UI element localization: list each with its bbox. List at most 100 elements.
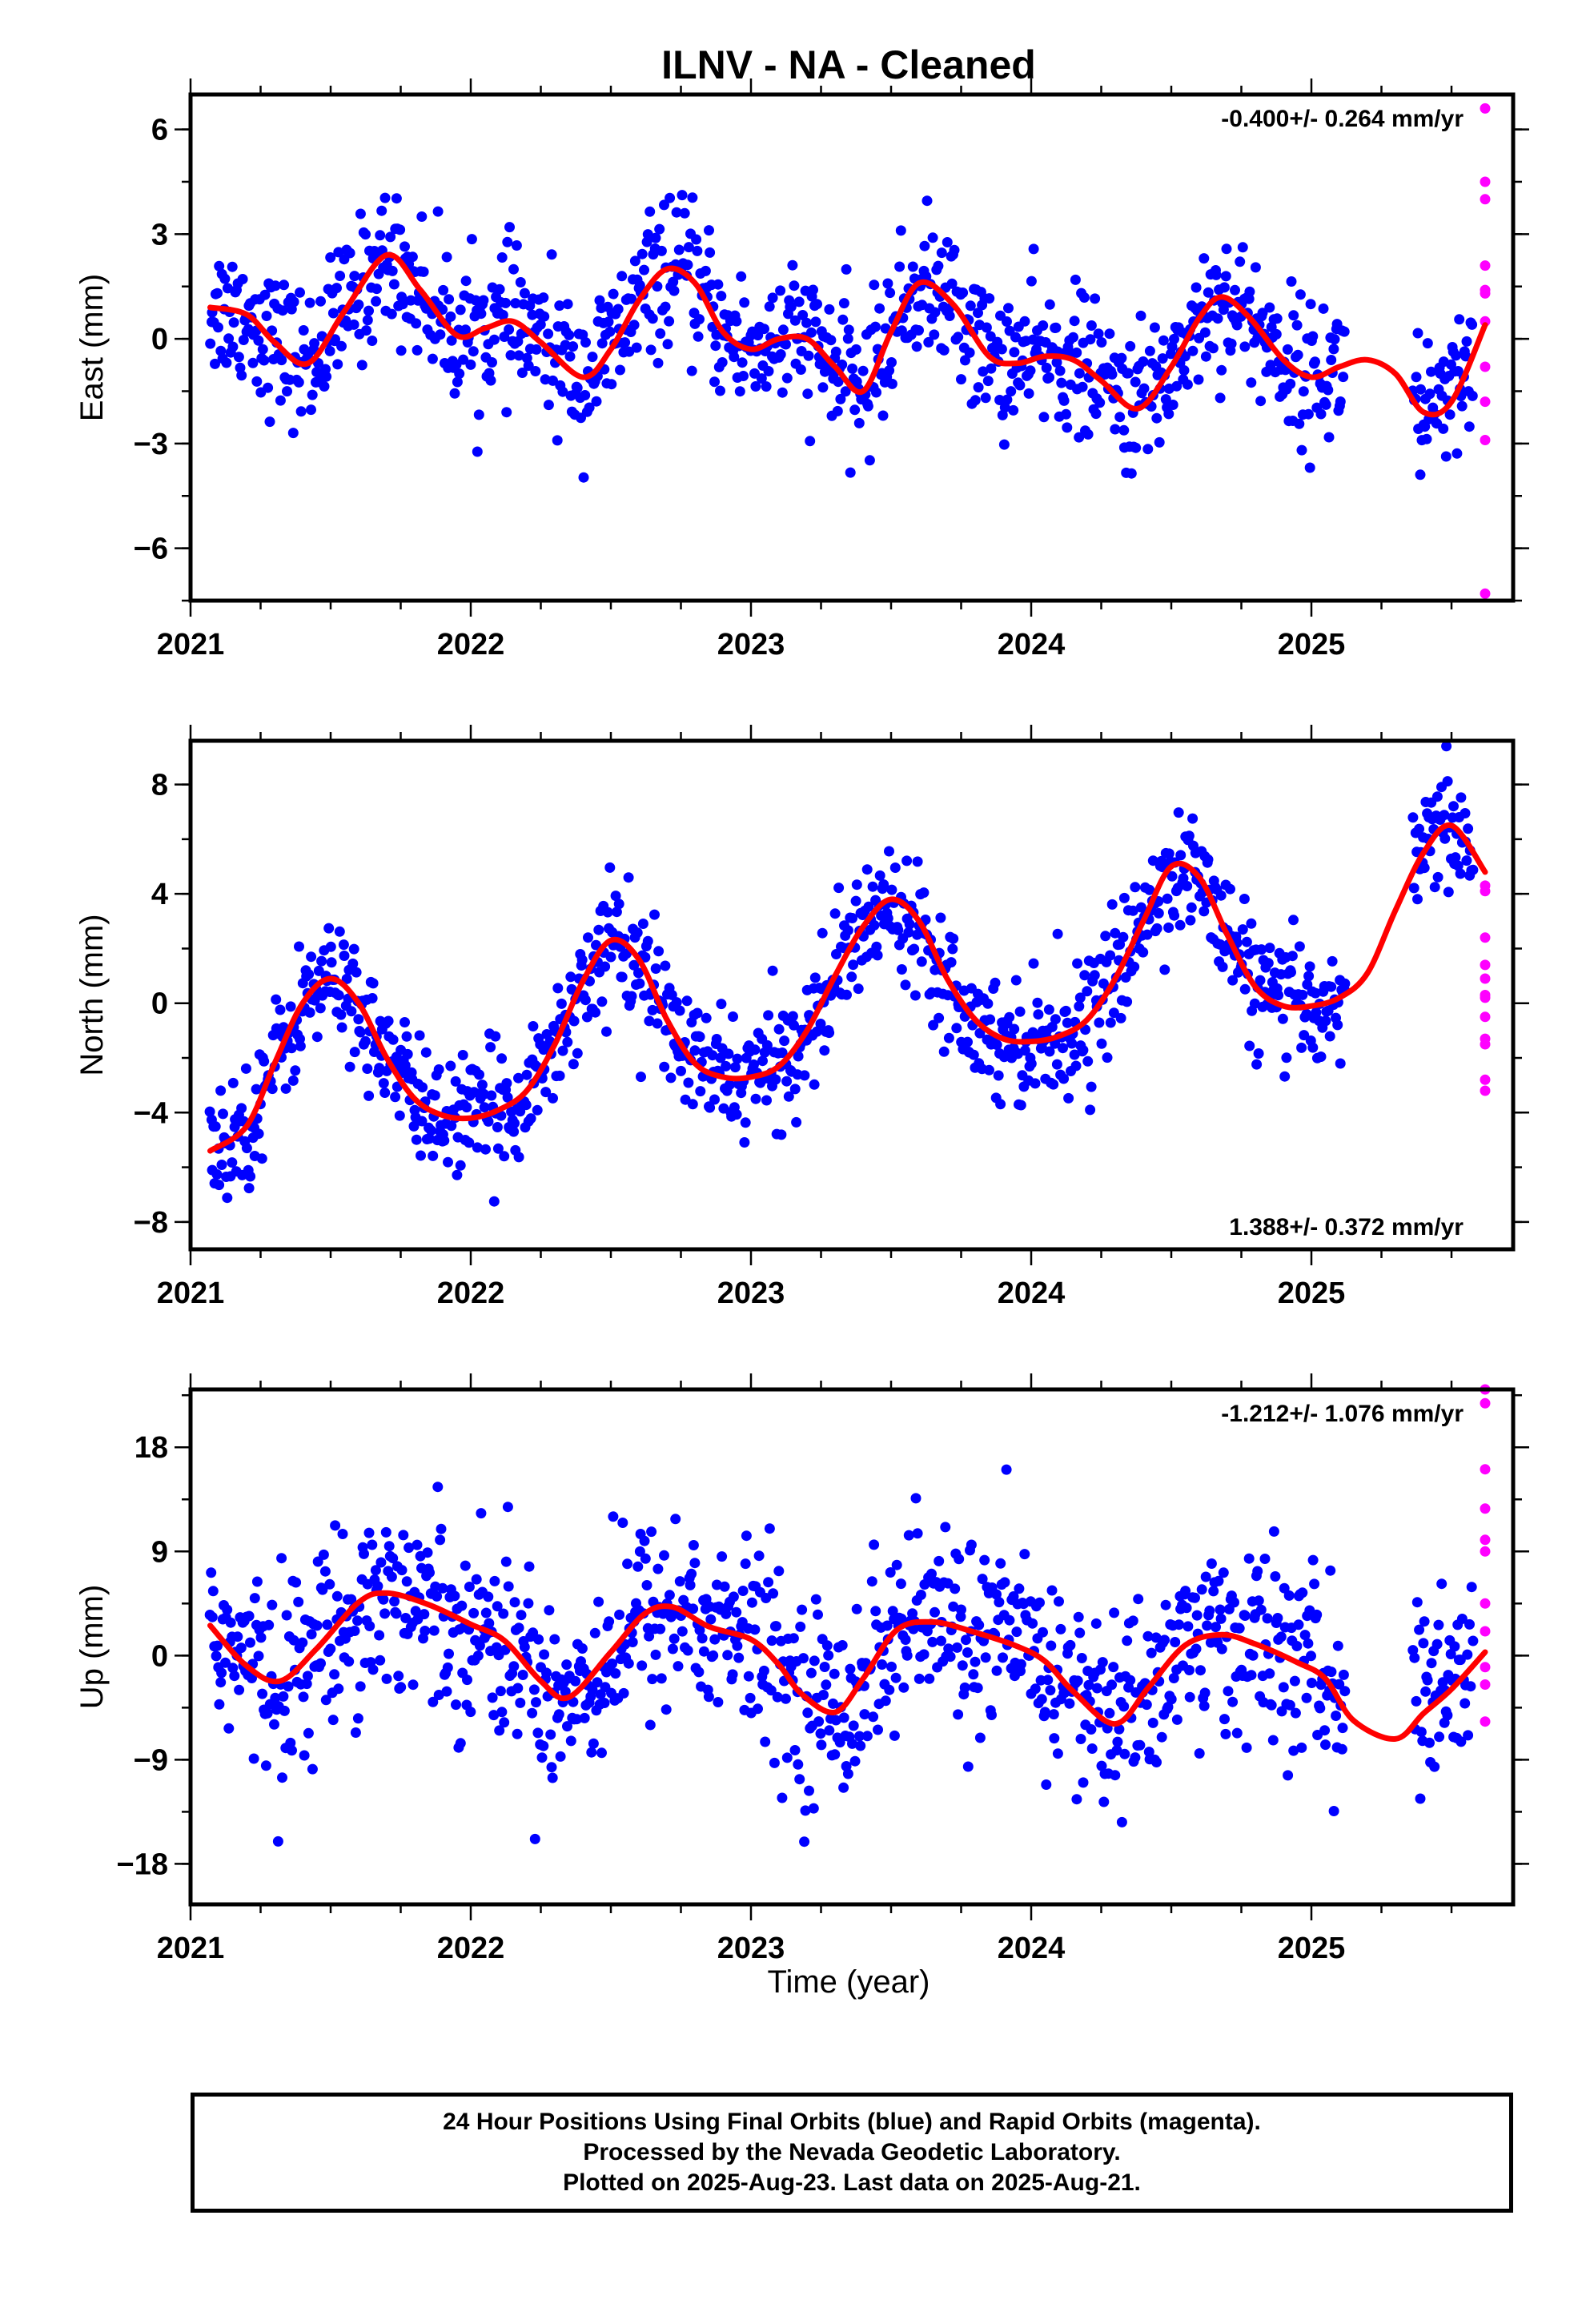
north-final-point <box>1185 915 1196 926</box>
east-final-point <box>692 245 703 256</box>
up-final-point <box>924 1673 935 1684</box>
north-final-point <box>218 1108 228 1120</box>
up-final-point <box>509 1597 520 1608</box>
up-final-point <box>670 1514 681 1525</box>
north-final-point <box>1297 989 1308 1000</box>
up-final-point <box>297 1637 308 1648</box>
north-final-point <box>426 1125 436 1136</box>
up-final-point <box>1284 1699 1295 1711</box>
up-final-point <box>1328 1806 1339 1816</box>
east-final-point <box>264 416 275 428</box>
north-final-point <box>1315 1051 1327 1062</box>
north-final-point <box>946 957 957 968</box>
east-final-point <box>606 379 617 390</box>
east-final-point <box>986 363 997 374</box>
east-final-point <box>1444 409 1456 420</box>
up-final-point <box>813 1716 825 1727</box>
east-final-point <box>1074 368 1085 379</box>
up-final-point <box>372 1581 383 1592</box>
up-final-point <box>1191 1610 1203 1621</box>
up-final-point <box>1072 1675 1083 1687</box>
up-final-point <box>912 1528 923 1539</box>
east-final-point <box>543 328 554 340</box>
up-final-point <box>943 1643 954 1655</box>
up-final-point <box>824 1725 835 1736</box>
north-final-point <box>1070 1060 1082 1072</box>
east-final-point <box>781 339 791 350</box>
north-final-point <box>336 1022 347 1033</box>
up-final-point <box>279 1705 290 1716</box>
east-final-point <box>693 331 704 342</box>
east-rate-label: -0.400+/- 0.264 mm/yr <box>1221 106 1464 132</box>
up-final-point <box>436 1523 447 1534</box>
up-final-point <box>1411 1695 1422 1707</box>
up-final-point <box>743 1671 754 1682</box>
up-final-point <box>763 1577 774 1588</box>
up-final-point <box>1320 1739 1331 1751</box>
up-final-point <box>689 1558 701 1569</box>
up-final-point <box>549 1634 560 1645</box>
east-final-point <box>538 292 549 304</box>
east-final-point <box>578 472 589 483</box>
east-final-point <box>1335 396 1346 407</box>
north-final-point <box>304 1007 315 1018</box>
up-final-point <box>741 1530 752 1542</box>
up-final-point <box>957 1660 968 1671</box>
north-final-point <box>1066 1038 1078 1049</box>
up-final-point <box>1278 1682 1289 1693</box>
north-final-point <box>446 1120 457 1132</box>
up-final-point <box>1290 1707 1301 1719</box>
north-final-point <box>1448 801 1459 812</box>
up-final-point <box>950 1583 961 1594</box>
up-final-point <box>222 1604 233 1615</box>
north-final-point <box>1115 1012 1126 1023</box>
east-final-point <box>802 388 813 400</box>
up-final-point <box>1076 1653 1087 1663</box>
up-final-point <box>1184 1665 1195 1675</box>
east-final-point <box>1282 344 1293 355</box>
up-final-point <box>404 1542 415 1554</box>
north-final-point <box>968 1049 979 1060</box>
north-final-point <box>904 919 915 930</box>
up-final-point <box>587 1684 598 1695</box>
north-final-point <box>1082 1055 1094 1067</box>
north-final-point <box>552 983 564 994</box>
north-final-point <box>461 1102 472 1113</box>
up-final-point <box>487 1692 498 1703</box>
up-final-point <box>499 1717 510 1728</box>
up-final-point <box>1127 1615 1138 1626</box>
north-final-point <box>659 1061 670 1072</box>
east-final-point <box>445 311 456 322</box>
north-final-point <box>346 1006 357 1017</box>
north-final-point <box>1294 941 1305 952</box>
up-final-point <box>881 1620 893 1631</box>
up-final-point <box>352 1615 363 1626</box>
east-final-point <box>460 324 471 336</box>
up-final-point <box>422 1547 433 1558</box>
up-final-point <box>798 1653 809 1664</box>
north-final-point <box>256 1153 267 1164</box>
north-final-point <box>508 1126 520 1137</box>
up-final-point <box>664 1590 675 1601</box>
east-final-point <box>801 317 812 328</box>
up-final-point <box>1190 1592 1200 1603</box>
up-final-point <box>586 1747 597 1758</box>
up-final-point <box>1456 1614 1468 1624</box>
east-final-point <box>830 346 841 357</box>
north-final-point <box>861 864 873 875</box>
footer-line-2: Processed by the Nevada Geodetic Laborat… <box>583 2139 1121 2165</box>
east-final-point <box>1058 395 1070 406</box>
up-final-point <box>816 1739 827 1751</box>
north-final-point <box>604 862 616 873</box>
up-final-point <box>1125 1675 1136 1686</box>
east-final-point <box>1219 282 1230 293</box>
east-final-point <box>1285 378 1296 389</box>
up-final-point <box>1301 1692 1312 1703</box>
north-final-point <box>985 1014 996 1025</box>
up-final-point <box>733 1652 745 1663</box>
up-rapid-point <box>1480 1464 1491 1475</box>
east-final-point <box>391 193 402 204</box>
east-final-point <box>212 287 223 299</box>
north-y-tick-label: 8 <box>151 769 168 802</box>
north-final-point <box>1461 855 1472 866</box>
